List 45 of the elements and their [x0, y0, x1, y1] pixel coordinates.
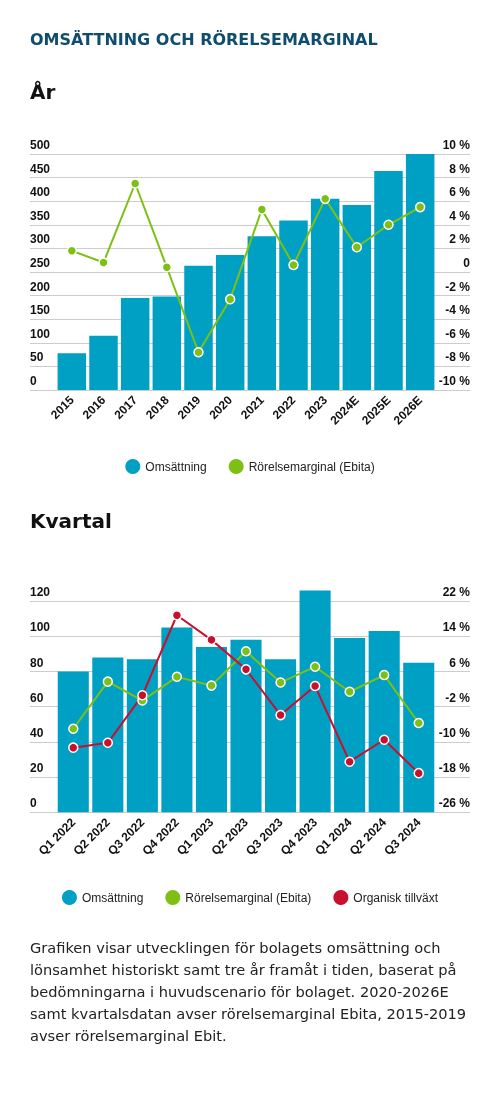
y-tick-label: 400 [30, 185, 51, 200]
y2-tick-label: -4 % [445, 303, 471, 318]
y-tick-label: 20 [30, 761, 44, 776]
y2-tick-label: 8 % [449, 161, 471, 176]
y-tick-label: 0 [30, 796, 37, 811]
y2-tick-label: 14 % [442, 620, 471, 635]
y2-tick-label: -8 % [445, 350, 471, 365]
y-tick-label: 450 [30, 161, 51, 176]
chart-title: OMSÄTTNING OCH RÖRELSEMARGINAL [30, 29, 378, 51]
y-tick-label: 100 [30, 326, 51, 341]
y-tick-label: 350 [30, 208, 51, 223]
y-tick-label: 500 [30, 138, 51, 152]
y-tick-label: 50 [30, 350, 44, 365]
y2-tick-label: -2 % [445, 690, 471, 705]
y2-tick-label: -18 % [438, 761, 471, 776]
y2-tick-label: 0 [463, 256, 471, 270]
text: Grafiken visar utvecklingen för bolagets omsättning och lönsamhet historiskt samt tre år framåt i tiden, baserat på bedömningarna i huvudscenario för bolaget. 2020-2026E samt kvartalsdatan avser rörelsemarginal Ebita, 2015-2019 avser rörelsemarginal Ebit. [30, 938, 468, 1046]
y-tick-label: 100 [30, 620, 51, 635]
y-tick-label: 40 [30, 725, 44, 740]
y2-tick-label: 6 % [449, 655, 471, 670]
y2-tick-label: -10 % [438, 374, 471, 388]
y2-tick-label: 10 % [442, 138, 471, 152]
y-tick-label: 250 [30, 256, 51, 270]
y2-tick-label: 2 % [449, 232, 471, 247]
legend-label: Omsättning [145, 459, 207, 474]
y-tick-label: 300 [30, 232, 51, 247]
y-tick-label: 200 [30, 279, 51, 294]
chart-subtitle: År [30, 80, 56, 104]
y2-tick-label: -26 % [438, 796, 471, 811]
legend-label: Organisk tillväxt [353, 890, 439, 905]
legend-label: Rörelsemarginal (Ebita) [248, 459, 375, 474]
legend-label: Rörelsemarginal (Ebita) [185, 890, 312, 905]
y-tick-label: 0 [30, 374, 37, 388]
y2-tick-label: -2 % [445, 279, 471, 294]
legend-label: Omsättning [81, 890, 144, 905]
y-tick-label: 80 [30, 655, 44, 670]
y-tick-label: 120 [30, 585, 51, 600]
y2-tick-label: -6 % [445, 326, 471, 341]
y-tick-label: 60 [30, 690, 44, 705]
y2-tick-label: -10 % [438, 725, 471, 740]
y2-tick-label: 22 % [442, 585, 471, 600]
y-tick-label: 150 [30, 303, 51, 318]
y2-tick-label: 4 % [449, 208, 471, 223]
y2-tick-label: 6 % [449, 185, 471, 200]
chart-title: Kvartal [30, 509, 112, 533]
